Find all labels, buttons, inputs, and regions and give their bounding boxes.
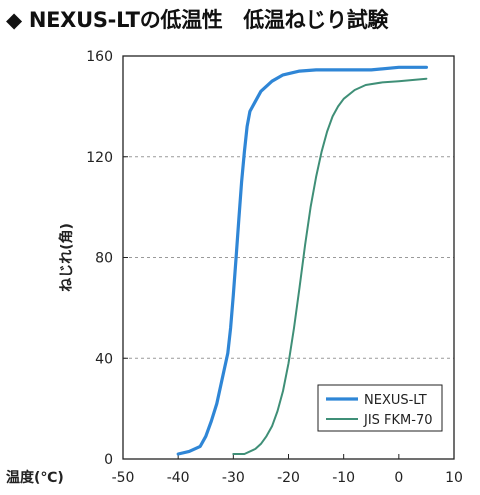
- legend-label: JIS FKM-70: [363, 413, 433, 428]
- y-tick-label: 0: [104, 452, 113, 468]
- y-tick-label: 160: [86, 49, 113, 65]
- y-tick-label: 80: [95, 251, 113, 267]
- x-tick-label: 0: [394, 470, 403, 486]
- x-axis-label: 温度(℃): [6, 469, 64, 486]
- x-tick-label: 10: [445, 470, 463, 486]
- series-line-jis-fkm-70: [232, 77, 428, 455]
- y-tick-label: 40: [95, 351, 113, 367]
- legend-label: NEXUS-LT: [364, 393, 427, 408]
- y-axis-label: ねじれ(角): [58, 223, 75, 292]
- x-tick-label: -20: [277, 470, 300, 486]
- y-tick-label: 120: [86, 150, 113, 166]
- x-tick-label: -10: [332, 470, 355, 486]
- chart-title: ◆ NEXUS-LTの低温性 低温ねじり試験: [6, 8, 389, 32]
- series-line-nexus-lt: [176, 65, 428, 456]
- x-tick-label: -30: [222, 470, 245, 486]
- x-tick-label: -40: [167, 470, 190, 486]
- legend-box: [317, 384, 443, 432]
- x-tick-label: -50: [112, 470, 135, 486]
